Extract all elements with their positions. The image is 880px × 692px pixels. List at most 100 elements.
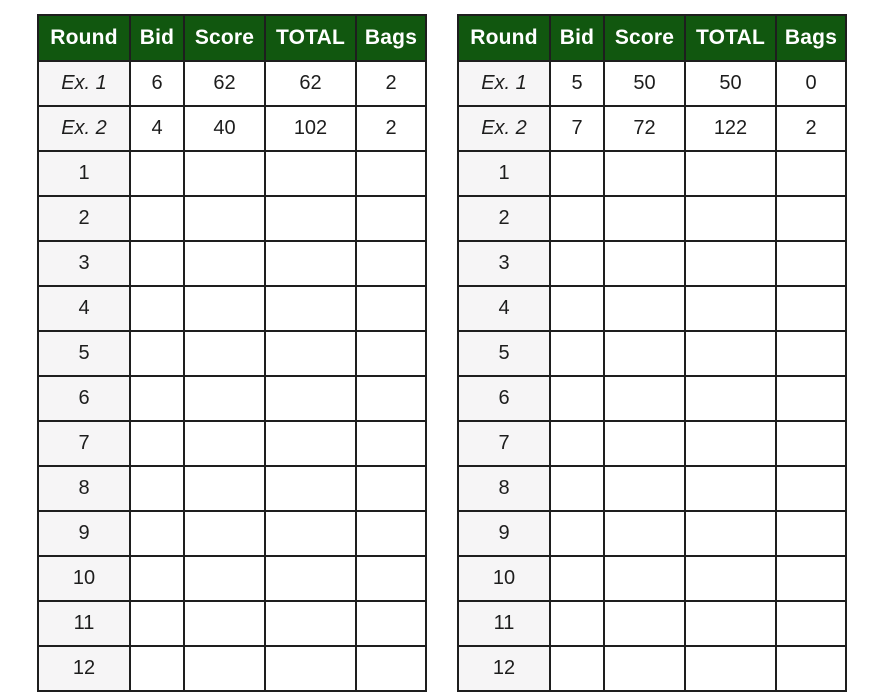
- score-cell: [183, 330, 266, 377]
- round-row: 6: [37, 375, 427, 422]
- total-cell: [264, 375, 357, 422]
- round-row: 8: [457, 465, 847, 512]
- bid-cell: [129, 645, 185, 692]
- round-label: 4: [457, 285, 551, 332]
- bags-cell: [355, 195, 427, 242]
- col-header-score: Score: [603, 14, 686, 62]
- round-row: 9: [457, 510, 847, 557]
- score-cell: 40: [183, 105, 266, 152]
- bags-cell: [355, 420, 427, 467]
- round-label: 1: [37, 150, 131, 197]
- bid-cell: [549, 195, 605, 242]
- total-cell: [684, 465, 777, 512]
- bid-cell: [549, 240, 605, 287]
- round-label: 10: [37, 555, 131, 602]
- example-row: Ex. 2 4 40 102 2: [37, 105, 427, 152]
- score-table-right: Round Bid Score TOTAL Bags Ex. 1 5 50 50…: [457, 14, 847, 692]
- bags-cell: [355, 285, 427, 332]
- bid-cell: [129, 285, 185, 332]
- bid-cell: [129, 150, 185, 197]
- round-label: 11: [457, 600, 551, 647]
- score-cell: [183, 645, 266, 692]
- total-cell: 102: [264, 105, 357, 152]
- bags-cell: [775, 150, 847, 197]
- total-cell: 122: [684, 105, 777, 152]
- bags-cell: [355, 150, 427, 197]
- round-label: 10: [457, 555, 551, 602]
- col-header-bid: Bid: [129, 14, 185, 62]
- total-cell: [264, 150, 357, 197]
- bid-cell: [129, 555, 185, 602]
- round-row: 5: [37, 330, 427, 377]
- round-label: Ex. 2: [457, 105, 551, 152]
- round-row: 2: [37, 195, 427, 242]
- total-cell: [684, 510, 777, 557]
- round-label: 4: [37, 285, 131, 332]
- total-cell: [264, 195, 357, 242]
- total-cell: [684, 420, 777, 467]
- total-cell: [264, 645, 357, 692]
- col-header-score: Score: [183, 14, 266, 62]
- score-cell: [183, 420, 266, 467]
- round-label: 3: [457, 240, 551, 287]
- score-cell: [603, 375, 686, 422]
- total-cell: [684, 330, 777, 377]
- round-label: 1: [457, 150, 551, 197]
- bid-cell: [549, 510, 605, 557]
- bags-cell: [775, 555, 847, 602]
- bid-cell: [129, 510, 185, 557]
- round-label: 9: [37, 510, 131, 557]
- round-row: 12: [457, 645, 847, 692]
- score-cell: [603, 195, 686, 242]
- bags-cell: [775, 240, 847, 287]
- score-cell: [603, 150, 686, 197]
- bid-cell: [549, 375, 605, 422]
- total-cell: [264, 600, 357, 647]
- bags-cell: [775, 600, 847, 647]
- score-cell: [183, 240, 266, 287]
- score-cell: [603, 420, 686, 467]
- bid-cell: 7: [549, 105, 605, 152]
- round-label: 6: [457, 375, 551, 422]
- score-cell: [603, 555, 686, 602]
- round-row: 11: [457, 600, 847, 647]
- score-cell: [183, 510, 266, 557]
- total-cell: 62: [264, 60, 357, 107]
- round-row: 3: [37, 240, 427, 287]
- bags-cell: [775, 330, 847, 377]
- bags-cell: [775, 420, 847, 467]
- score-cell: [183, 285, 266, 332]
- example-row: Ex. 1 5 50 50 0: [457, 60, 847, 107]
- total-cell: [684, 150, 777, 197]
- bid-cell: [549, 420, 605, 467]
- col-header-bags: Bags: [775, 14, 847, 62]
- total-cell: [684, 375, 777, 422]
- round-row: 5: [457, 330, 847, 377]
- score-cell: [603, 510, 686, 557]
- bid-cell: [129, 240, 185, 287]
- score-cell: [603, 240, 686, 287]
- score-cell: [603, 285, 686, 332]
- total-cell: [684, 195, 777, 242]
- score-cell: [603, 600, 686, 647]
- example-row: Ex. 2 7 72 122 2: [457, 105, 847, 152]
- total-cell: [264, 465, 357, 512]
- round-row: 4: [37, 285, 427, 332]
- col-header-round: Round: [457, 14, 551, 62]
- round-label: Ex. 1: [37, 60, 131, 107]
- bags-cell: [775, 510, 847, 557]
- bags-cell: [355, 375, 427, 422]
- round-label: 5: [457, 330, 551, 377]
- round-label: 12: [37, 645, 131, 692]
- bid-cell: [549, 645, 605, 692]
- score-sheets: Round Bid Score TOTAL Bags Ex. 1 6 62 62…: [37, 14, 847, 692]
- score-cell: [603, 645, 686, 692]
- score-cell: [183, 375, 266, 422]
- round-label: 2: [37, 195, 131, 242]
- bid-cell: [129, 465, 185, 512]
- round-row: 2: [457, 195, 847, 242]
- bid-cell: 4: [129, 105, 185, 152]
- score-cell: 72: [603, 105, 686, 152]
- round-row: 12: [37, 645, 427, 692]
- round-label: 8: [457, 465, 551, 512]
